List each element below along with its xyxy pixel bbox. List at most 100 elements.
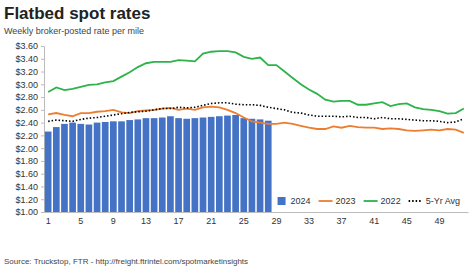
y-tick-label: $2.80 bbox=[15, 92, 38, 102]
y-tick: $1.80 bbox=[15, 156, 44, 166]
line bbox=[48, 51, 464, 114]
x-tick: 5 bbox=[78, 212, 83, 226]
bar bbox=[224, 116, 231, 212]
x-tick-label: 33 bbox=[304, 216, 314, 226]
y-tick: $2.60 bbox=[15, 105, 44, 115]
y-tick-mark bbox=[41, 186, 44, 187]
legend-swatch bbox=[319, 200, 333, 202]
legend-item: 5-Yr Avg bbox=[409, 196, 460, 206]
x-tick-label: 37 bbox=[337, 216, 347, 226]
y-tick-label: $3.20 bbox=[15, 67, 38, 77]
x-tick: 1 bbox=[46, 212, 51, 226]
bar bbox=[61, 124, 68, 212]
y-tick-label: $3.60 bbox=[15, 41, 38, 51]
y-tick-mark bbox=[41, 97, 44, 98]
bar bbox=[86, 125, 93, 212]
bar bbox=[265, 121, 272, 212]
x-tick: 25 bbox=[239, 212, 249, 226]
legend-swatch bbox=[364, 200, 378, 202]
y-tick: $3.40 bbox=[15, 54, 44, 64]
x-tick-label: 41 bbox=[369, 216, 379, 226]
y-tick-mark bbox=[41, 199, 44, 200]
y-tick-label: $3.40 bbox=[15, 54, 38, 64]
y-tick: $3.00 bbox=[15, 80, 44, 90]
x-tick: 21 bbox=[206, 212, 216, 226]
bar bbox=[208, 117, 215, 212]
legend-label: 2022 bbox=[381, 196, 401, 206]
title: Flatbed spot rates bbox=[4, 4, 150, 23]
legend-swatch bbox=[278, 197, 286, 205]
bar bbox=[216, 116, 223, 212]
x-tick-label: 1 bbox=[46, 216, 51, 226]
y-tick-label: $3.00 bbox=[15, 80, 38, 90]
y-tick-label: $1.40 bbox=[15, 182, 38, 192]
y-tick-label: $2.20 bbox=[15, 131, 38, 141]
legend: 2024 2023 2022 5-Yr Avg bbox=[278, 196, 460, 206]
x-axis: 1 5 9 13 17 21 25 29 33 37 41 45 49 bbox=[45, 212, 469, 226]
bar bbox=[94, 123, 101, 212]
legend-label: 2023 bbox=[336, 196, 356, 206]
legend-label: 2024 bbox=[291, 196, 311, 206]
bar bbox=[102, 122, 109, 212]
bar bbox=[45, 132, 52, 212]
x-tick-label: 5 bbox=[78, 216, 83, 226]
legend-item: 2023 bbox=[319, 196, 356, 206]
bar bbox=[69, 123, 76, 212]
x-tick-label: 45 bbox=[402, 216, 412, 226]
x-tick-label: 9 bbox=[111, 216, 116, 226]
y-tick-mark bbox=[41, 148, 44, 149]
legend-item: 2022 bbox=[364, 196, 401, 206]
y-tick: $1.00 bbox=[15, 207, 44, 217]
y-tick: $2.80 bbox=[15, 92, 44, 102]
y-tick-mark bbox=[41, 135, 44, 136]
bar bbox=[192, 118, 199, 212]
x-tick: 29 bbox=[271, 212, 281, 226]
y-tick-mark bbox=[41, 161, 44, 162]
subtitle: Weekly broker-posted rate per mile bbox=[4, 26, 144, 36]
bar-series bbox=[45, 115, 272, 212]
bar bbox=[159, 118, 166, 212]
y-tick-label: $2.00 bbox=[15, 144, 38, 154]
x-tick-label: 13 bbox=[141, 216, 151, 226]
bar bbox=[53, 127, 60, 212]
x-tick: 49 bbox=[434, 212, 444, 226]
legend-label: 5-Yr Avg bbox=[426, 196, 460, 206]
bar bbox=[151, 118, 158, 212]
y-tick-label: $1.60 bbox=[15, 169, 38, 179]
bar bbox=[183, 119, 190, 212]
y-tick-mark bbox=[41, 59, 44, 60]
y-tick-mark bbox=[41, 123, 44, 124]
bar bbox=[240, 118, 247, 212]
x-tick: 9 bbox=[111, 212, 116, 226]
bar bbox=[175, 118, 182, 212]
y-tick-mark bbox=[41, 84, 44, 85]
x-tick-label: 49 bbox=[434, 216, 444, 226]
bar bbox=[134, 119, 141, 212]
x-tick: 33 bbox=[304, 212, 314, 226]
line bbox=[48, 107, 464, 133]
bar bbox=[110, 121, 117, 212]
legend-item: 2024 bbox=[278, 196, 311, 206]
bar bbox=[118, 121, 125, 212]
x-tick-label: 29 bbox=[271, 216, 281, 226]
x-axis-line bbox=[45, 212, 469, 213]
bar bbox=[257, 119, 264, 212]
y-tick-mark bbox=[41, 72, 44, 73]
y-tick: $2.00 bbox=[15, 144, 44, 154]
y-tick-mark bbox=[41, 212, 44, 213]
bar bbox=[249, 119, 256, 212]
marks bbox=[45, 51, 464, 212]
y-tick: $2.20 bbox=[15, 131, 44, 141]
x-tick: 13 bbox=[141, 212, 151, 226]
source: Source: Truckstop, FTR - http://freight.… bbox=[4, 257, 248, 266]
legend-swatch bbox=[409, 200, 423, 202]
y-tick: $3.20 bbox=[15, 67, 44, 77]
y-tick-mark bbox=[41, 110, 44, 111]
x-tick: 17 bbox=[174, 212, 184, 226]
y-tick-label: $2.40 bbox=[15, 118, 38, 128]
y-tick-label: $1.20 bbox=[15, 195, 38, 205]
bar bbox=[126, 120, 133, 212]
bar bbox=[143, 118, 150, 212]
chart: Flatbed spot rates Weekly broker-posted r… bbox=[0, 0, 474, 270]
x-tick: 45 bbox=[402, 212, 412, 226]
